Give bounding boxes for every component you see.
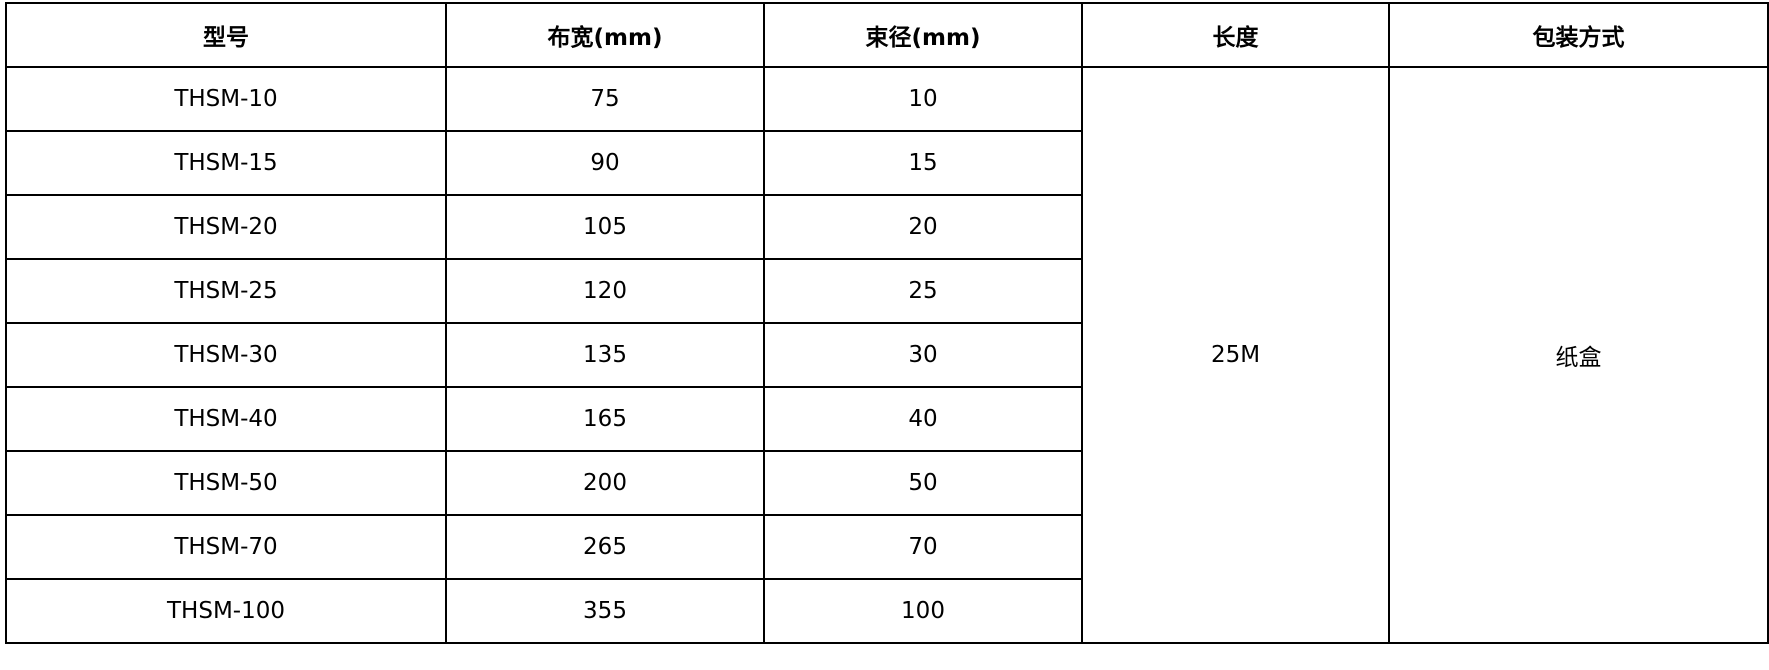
- table-row: THSM-30 135 30: [5, 322, 1768, 388]
- width-cell: 265: [445, 514, 765, 580]
- width-cell: 165: [445, 386, 765, 452]
- header-length: 长度: [1081, 2, 1390, 68]
- spec-table: 型号 布宽(mm) 束径(mm) 长度 包装方式 THSM-10 75 10 25M 纸…: [5, 2, 1769, 644]
- model-cell: THSM-100: [5, 578, 447, 644]
- header-diameter: 束径(mm): [763, 2, 1083, 68]
- packaging-cell: 纸盒: [1388, 66, 1769, 644]
- model-cell: THSM-70: [5, 514, 447, 580]
- width-cell: 200: [445, 450, 765, 516]
- width-cell: 90: [445, 130, 765, 196]
- model-cell: THSM-40: [5, 386, 447, 452]
- table-row: THSM-10 75 10 25M 纸盒: [5, 66, 1769, 644]
- header-row: 型号 布宽(mm) 束径(mm) 长度 包装方式: [5, 2, 1769, 68]
- table-row: THSM-25 120 25: [5, 258, 1768, 324]
- table-row: THSM-70 265 70: [5, 514, 1768, 580]
- model-cell: THSM-15: [5, 130, 447, 196]
- diameter-cell: 10: [763, 66, 1083, 132]
- width-cell: 135: [445, 322, 765, 388]
- table-row: THSM-100 355 100: [5, 578, 1768, 644]
- diameter-cell: 15: [763, 130, 1083, 196]
- diameter-cell: 70: [763, 514, 1083, 580]
- model-cell: THSM-10: [5, 66, 447, 132]
- table-row: THSM-15 90 15: [5, 130, 1768, 196]
- diameter-cell: 20: [763, 194, 1083, 260]
- width-cell: 105: [445, 194, 765, 260]
- table-row: THSM-40 165 40: [5, 386, 1768, 452]
- model-cell: THSM-25: [5, 258, 447, 324]
- diameter-cell: 30: [763, 322, 1083, 388]
- table-row: THSM-50 200 50: [5, 450, 1768, 516]
- length-cell: 25M: [1081, 66, 1390, 644]
- diameter-cell: 50: [763, 450, 1083, 516]
- model-cell: THSM-20: [5, 194, 447, 260]
- width-cell: 75: [445, 66, 765, 132]
- table-row: THSM-20 105 20: [5, 194, 1768, 260]
- model-cell: THSM-30: [5, 322, 447, 388]
- header-packaging: 包装方式: [1388, 2, 1769, 68]
- header-model: 型号: [5, 2, 447, 68]
- width-cell: 355: [445, 578, 765, 644]
- diameter-cell: 40: [763, 386, 1083, 452]
- width-cell: 120: [445, 258, 765, 324]
- diameter-cell: 100: [763, 578, 1083, 644]
- diameter-cell: 25: [763, 258, 1083, 324]
- model-cell: THSM-50: [5, 450, 447, 516]
- header-width: 布宽(mm): [445, 2, 765, 68]
